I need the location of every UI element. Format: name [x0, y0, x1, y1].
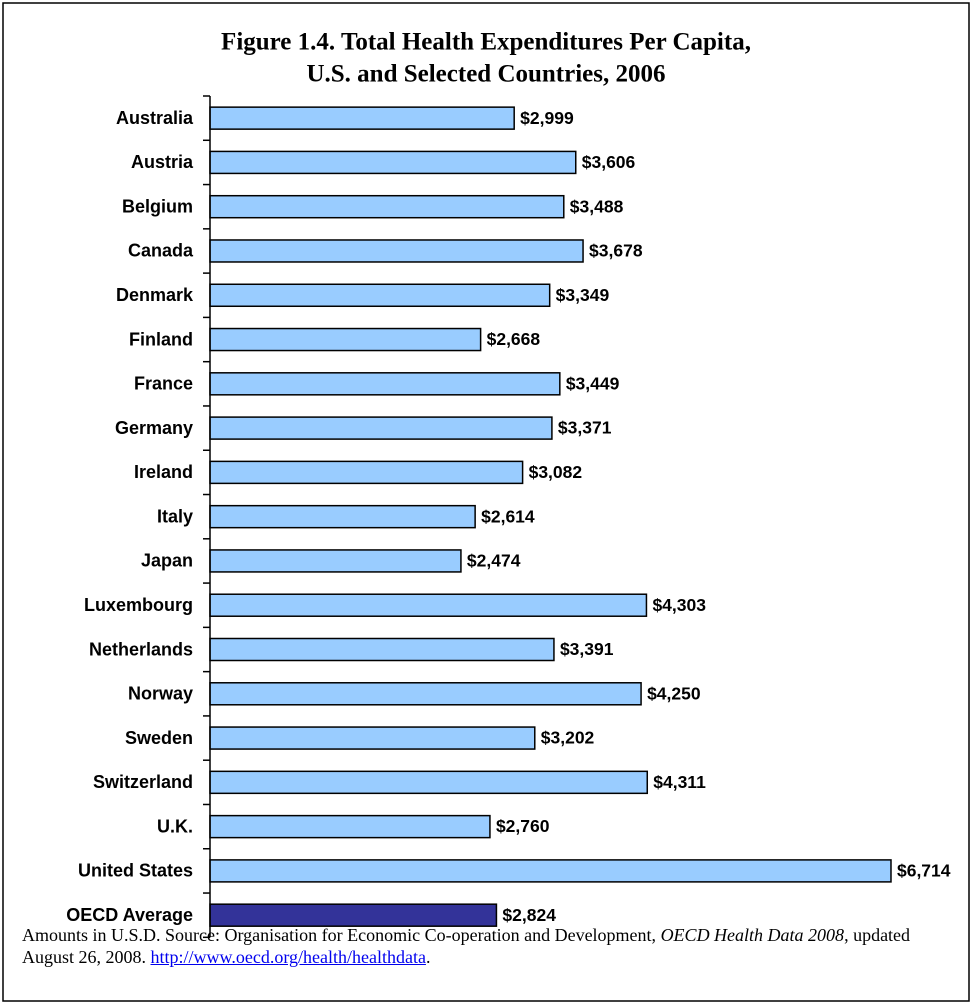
footnote-italic: OECD Health Data 2008 [660, 925, 845, 945]
value-label: $2,614 [481, 506, 535, 526]
y-tick-label: Finland [129, 329, 193, 349]
footnote-text: . [425, 947, 431, 967]
y-tick-label: Italy [157, 506, 193, 526]
footnote-link[interactable]: http://www.oecd.org/health/healthdata [150, 947, 426, 967]
value-label: $3,202 [541, 728, 595, 748]
bar [209, 327, 482, 352]
bar [209, 549, 462, 573]
y-tick-label: Belgium [122, 196, 193, 216]
y-tick-label: Denmark [116, 285, 194, 305]
value-label: $2,760 [496, 816, 550, 836]
y-tick-label: United States [78, 861, 193, 881]
bar [209, 770, 649, 795]
y-tick-label: Ireland [134, 462, 193, 482]
bar [209, 106, 515, 130]
value-label: $3,371 [558, 418, 612, 438]
value-label: $3,678 [589, 241, 643, 261]
value-label: $2,668 [487, 329, 541, 349]
bar [209, 859, 892, 883]
bar [209, 814, 491, 839]
y-tick-label: France [134, 374, 193, 394]
value-label: $4,303 [652, 595, 706, 615]
bar [209, 194, 565, 219]
y-tick-label: U.K. [157, 816, 193, 836]
footnote-text: Amounts in U.S.D. Source: Organisation f… [22, 925, 661, 945]
y-tick-label: Switzerland [93, 772, 193, 792]
value-label: $6,714 [897, 861, 951, 881]
y-tick-label: Austria [131, 152, 194, 172]
bar [209, 416, 553, 440]
bar [209, 726, 536, 750]
y-tick-label: Sweden [125, 728, 193, 748]
value-label: $3,349 [556, 285, 610, 305]
bar [209, 903, 498, 927]
value-label: $3,391 [560, 639, 614, 659]
footnote-text: , updated August 26, 2008. [22, 925, 911, 967]
value-label: $4,311 [653, 772, 706, 792]
chart-title: U.S. and Selected Countries, 2006 [306, 61, 665, 88]
bar [209, 283, 551, 308]
y-tick-label: OECD Average [66, 905, 193, 925]
chart-title: Figure 1.4. Total Health Expenditures Pe… [221, 29, 751, 56]
bar [209, 460, 524, 485]
value-label: $2,999 [520, 108, 574, 128]
bar [209, 239, 584, 263]
bar [209, 372, 561, 396]
value-label: $3,488 [570, 196, 624, 216]
y-tick-label: Australia [116, 108, 194, 128]
bar [209, 682, 642, 706]
bar [209, 637, 555, 662]
bar [209, 504, 476, 529]
y-tick-label: Germany [115, 418, 193, 438]
y-tick-label: Netherlands [89, 639, 193, 659]
value-label: $3,449 [566, 373, 620, 393]
footnote: Amounts in U.S.D. Source: Organisation f… [22, 924, 957, 968]
y-tick-label: Luxembourg [84, 595, 193, 615]
value-label: $4,250 [647, 683, 701, 703]
value-label: $2,824 [502, 905, 556, 925]
y-tick-label: Norway [128, 684, 193, 704]
bar [209, 150, 577, 175]
value-label: $2,474 [467, 551, 521, 571]
bar [209, 593, 648, 617]
value-label: $3,082 [529, 462, 583, 482]
value-label: $3,606 [582, 152, 636, 172]
y-tick-label: Canada [128, 241, 194, 261]
y-tick-label: Japan [141, 551, 193, 571]
